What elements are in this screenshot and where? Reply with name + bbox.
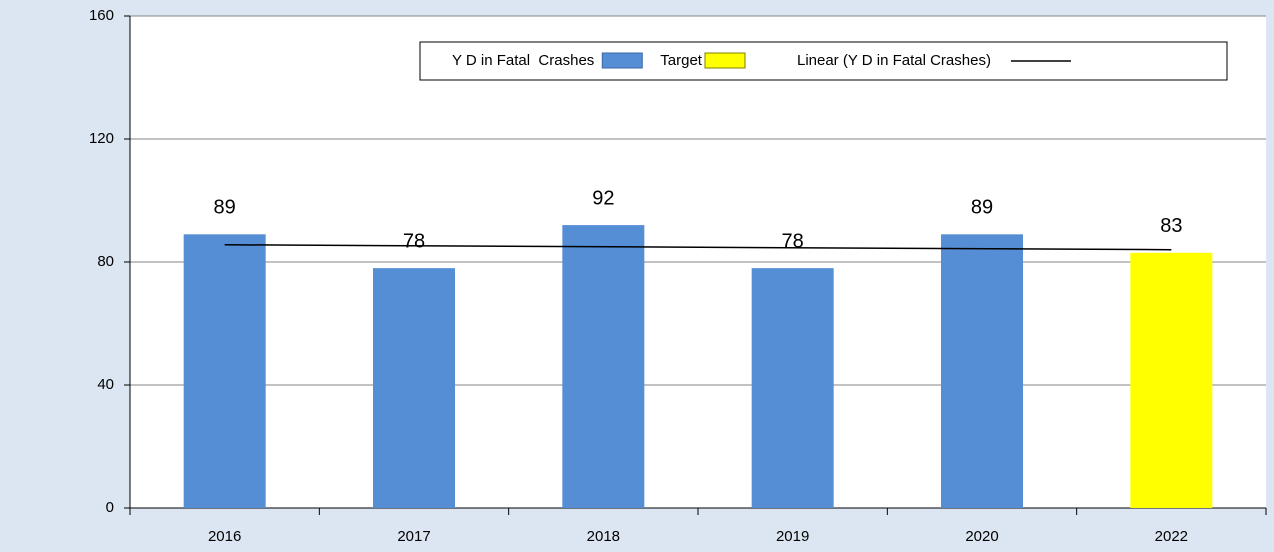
legend-swatch [704,52,746,69]
x-tick-label: 2022 [1155,528,1188,545]
x-tick-label: 2019 [776,528,809,545]
x-tick-label: 2017 [397,528,430,545]
data-label: 89 [214,197,236,219]
legend-label: Y D in Fatal Crashes [452,52,594,69]
x-tick-label: 2018 [587,528,620,545]
bar [1130,252,1213,508]
data-label: 89 [971,197,993,219]
x-tick-label: 2016 [208,528,241,545]
y-tick-label: 120 [89,130,114,147]
legend-swatch [601,52,643,69]
bar [751,268,834,508]
y-tick-label: 80 [97,253,114,270]
y-tick-label: 0 [106,499,114,516]
trend-line [224,244,1172,251]
bar [373,268,455,508]
legend [419,41,1228,81]
data-label: 83 [1160,215,1182,237]
bar [183,234,266,508]
data-label: 92 [592,187,614,209]
x-tick-label: 2020 [965,528,998,545]
bar [562,225,645,508]
data-label: 78 [403,230,425,252]
data-label: 78 [782,230,804,252]
legend-label: Linear (Y D in Fatal Crashes) [797,52,991,69]
bar [941,234,1023,508]
y-tick-label: 40 [97,376,114,393]
legend-label: Target [660,52,703,69]
y-tick-label: 160 [89,7,114,24]
